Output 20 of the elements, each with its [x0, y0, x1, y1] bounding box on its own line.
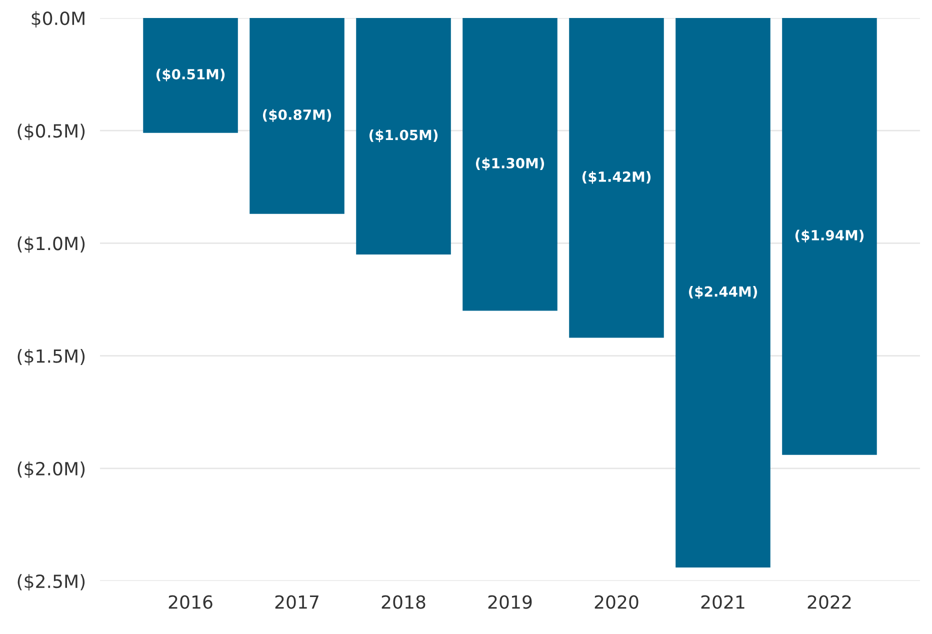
data-label: ($0.87M) [262, 109, 332, 122]
data-label: ($1.30M) [476, 158, 544, 170]
x-tick-label: 2021 [701, 595, 744, 609]
y-tick-label: ($2.0M) [18, 462, 85, 478]
x-tick-label: 2016 [168, 595, 212, 609]
data-label: ($1.05M) [369, 130, 438, 142]
data-label: ($1.94M) [795, 230, 864, 242]
y-tick-label: ($2.5M) [18, 574, 85, 591]
data-label: ($1.42M) [582, 171, 651, 184]
x-tick-label: 2017 [275, 595, 318, 609]
x-tick-label: 2019 [488, 595, 532, 609]
data-label: ($0.51M) [156, 68, 225, 82]
data-label: ($2.44M) [688, 286, 758, 299]
y-tick-label: $0.0M [32, 11, 84, 28]
y-tick-label: ($1.5M) [18, 348, 85, 366]
y-tick-label: ($1.0M) [18, 236, 85, 253]
x-tick-label: 2020 [594, 595, 638, 609]
x-tick-label: 2022 [808, 595, 851, 609]
y-tick-label: ($0.5M) [18, 124, 85, 140]
x-tick-label: 2018 [382, 595, 426, 609]
